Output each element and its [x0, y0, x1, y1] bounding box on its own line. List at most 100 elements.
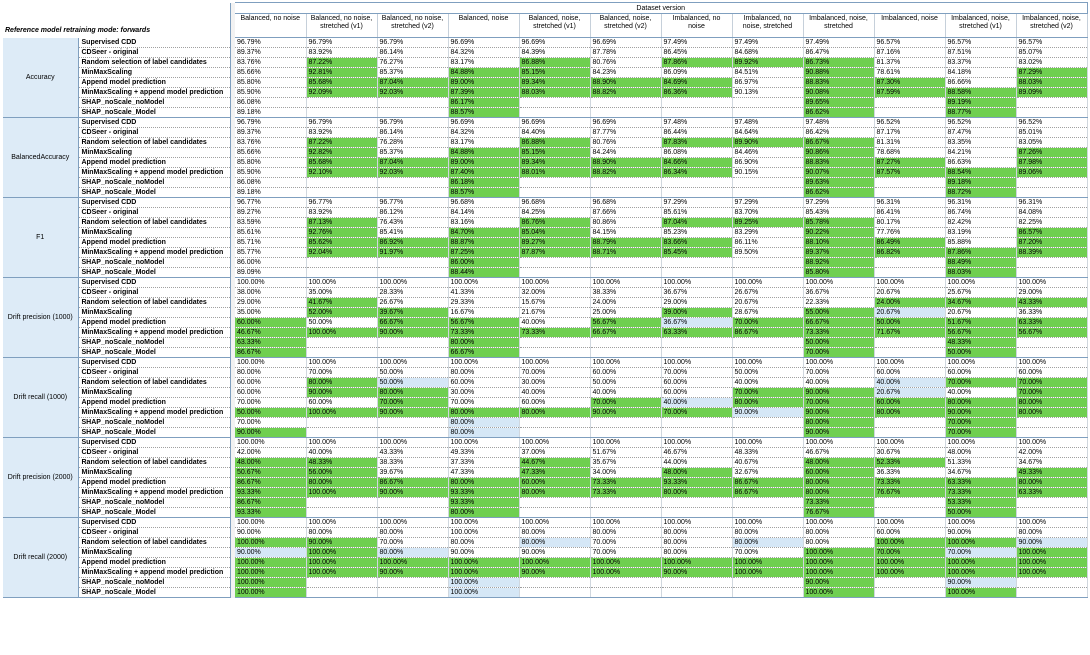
- value-cell: [590, 257, 662, 268]
- value-cell: 100.00%: [874, 537, 946, 548]
- value-cell: [377, 427, 449, 438]
- value-cell: 50.00%: [377, 367, 449, 378]
- value-cell: 96.69%: [590, 117, 662, 128]
- value-cell: 100.00%: [235, 567, 307, 578]
- value-cell: 40.00%: [519, 387, 591, 398]
- value-cell: 39.67%: [377, 467, 449, 478]
- table-row: CDSeer - original 80.00% 70.00% 50.00% 80.00…: [3, 367, 1088, 378]
- method-label: SHAP_noScale_Model: [78, 507, 231, 518]
- value-cell: 86.34%: [661, 167, 733, 178]
- value-cell: [661, 417, 733, 428]
- method-label: MinMaxScaling + append model prediction: [78, 247, 231, 258]
- value-cell: 83.19%: [945, 227, 1017, 238]
- table-row: SHAP_noScale_Model 89.18% 88.57% 86.62% 88.7…: [3, 187, 1088, 198]
- value-cell: 90.00%: [306, 387, 378, 398]
- value-cell: [732, 337, 804, 348]
- value-cell: 88.03%: [1016, 77, 1088, 88]
- spacer-cell: [230, 217, 235, 228]
- value-cell: 97.48%: [732, 117, 804, 128]
- value-cell: 100.00%: [377, 277, 449, 288]
- value-cell: 87.39%: [448, 87, 520, 98]
- value-cell: 97.49%: [803, 37, 875, 48]
- table-row: MinMaxScaling + append model prediction 4…: [3, 327, 1088, 338]
- value-cell: [732, 347, 804, 358]
- value-cell: 76.67%: [803, 507, 875, 518]
- value-cell: 25.67%: [945, 287, 1017, 298]
- dataset-version-header: Dataset version: [235, 2, 1088, 14]
- spacer-cell: [230, 157, 235, 168]
- value-cell: 90.08%: [803, 87, 875, 98]
- value-cell: 83.66%: [661, 237, 733, 248]
- value-cell: 86.36%: [661, 87, 733, 98]
- value-cell: 86.63%: [945, 157, 1017, 168]
- value-cell: 38.00%: [235, 287, 307, 298]
- value-cell: 90.00%: [945, 407, 1017, 418]
- value-cell: 92.76%: [306, 227, 378, 238]
- value-cell: 100.00%: [590, 517, 662, 528]
- value-cell: [1016, 497, 1088, 508]
- value-cell: 84.23%: [590, 67, 662, 78]
- table-row: MinMaxScaling 90.00% 100.00% 80.00% 90.00% 90…: [3, 547, 1088, 558]
- value-cell: [590, 267, 662, 278]
- value-cell: 90.15%: [732, 167, 804, 178]
- value-cell: 50.00%: [306, 317, 378, 328]
- method-label: MinMaxScaling + append model prediction: [78, 167, 231, 178]
- spacer-cell: [230, 47, 235, 58]
- value-cell: 25.00%: [590, 307, 662, 318]
- value-cell: 96.57%: [874, 37, 946, 48]
- value-cell: 70.00%: [448, 397, 520, 408]
- value-cell: 100.00%: [1016, 357, 1088, 368]
- value-cell: 100.00%: [519, 517, 591, 528]
- value-cell: 89.34%: [519, 77, 591, 88]
- value-cell: 70.00%: [377, 537, 449, 548]
- method-label: CDSeer - original: [78, 127, 231, 138]
- value-cell: 100.00%: [448, 517, 520, 528]
- value-cell: 48.00%: [661, 467, 733, 478]
- table-row: MinMaxScaling 85.61% 92.76% 85.41% 84.70% 85.…: [3, 227, 1088, 238]
- value-cell: 100.00%: [448, 567, 520, 578]
- table-row: SHAP_noScale_Model 89.09% 88.44% 85.80% 88.0…: [3, 267, 1088, 278]
- value-cell: 100.00%: [235, 437, 307, 448]
- value-cell: 87.83%: [661, 137, 733, 148]
- value-cell: 63.33%: [661, 327, 733, 338]
- table-row: SHAP_noScale_Model 100.00% 100.00% 100.00% 1…: [3, 587, 1088, 598]
- column-header: Balanced, no noise: [235, 13, 307, 38]
- spacer-cell: [230, 487, 235, 498]
- method-label: Supervised CDD: [78, 197, 231, 208]
- value-cell: 92.10%: [306, 167, 378, 178]
- value-cell: 80.00%: [448, 477, 520, 488]
- table-row: Random selection of label candidates 48.0…: [3, 457, 1088, 468]
- value-cell: [306, 97, 378, 108]
- value-cell: 43.33%: [377, 447, 449, 458]
- value-cell: 100.00%: [732, 557, 804, 568]
- method-label: Append model prediction: [78, 557, 231, 568]
- value-cell: 55.00%: [803, 307, 875, 318]
- value-cell: 86.49%: [874, 237, 946, 248]
- spacer-cell: [230, 367, 235, 378]
- value-cell: 47.33%: [448, 467, 520, 478]
- value-cell: 100.00%: [661, 437, 733, 448]
- method-label: MinMaxScaling: [78, 147, 231, 158]
- value-cell: 86.41%: [874, 207, 946, 218]
- value-cell: [874, 577, 946, 588]
- value-cell: [590, 97, 662, 108]
- value-cell: 84.70%: [448, 227, 520, 238]
- value-cell: 85.01%: [1016, 127, 1088, 138]
- spacer-cell: [230, 407, 235, 418]
- value-cell: 47.33%: [519, 467, 591, 478]
- table-row: SHAP_noScale_Model 93.33% 80.00% 76.67% 50.0…: [3, 507, 1088, 518]
- value-cell: 83.29%: [732, 227, 804, 238]
- value-cell: 100.00%: [945, 537, 1017, 548]
- value-cell: 73.33%: [590, 487, 662, 498]
- value-cell: 84.32%: [448, 47, 520, 58]
- value-cell: 87.16%: [874, 47, 946, 58]
- value-cell: [590, 497, 662, 508]
- column-header-row: Balanced, no noise Balanced, no noise, st…: [3, 13, 1088, 38]
- value-cell: 86.08%: [235, 177, 307, 188]
- value-cell: 80.00%: [803, 487, 875, 498]
- value-cell: 90.22%: [803, 227, 875, 238]
- value-cell: 96.69%: [448, 37, 520, 48]
- value-cell: 26.67%: [732, 287, 804, 298]
- value-cell: 70.00%: [1016, 387, 1088, 398]
- value-cell: 15.67%: [519, 297, 591, 308]
